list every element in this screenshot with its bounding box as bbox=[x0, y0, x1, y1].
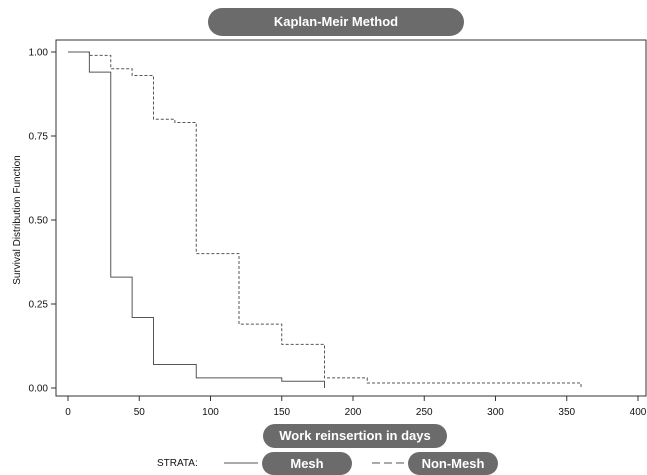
series-layer bbox=[68, 51, 582, 388]
y-axis: 0.00 0.25 0.50 0.75 1.00 bbox=[29, 48, 56, 395]
y-tick-label: 0.00 bbox=[29, 384, 49, 395]
series-line-mesh bbox=[68, 51, 325, 388]
chart-title: Kaplan-Meir Method bbox=[208, 8, 464, 36]
legend-entry-non-mesh: Non-Mesh bbox=[408, 452, 498, 475]
legend-title: STRATA: bbox=[157, 458, 198, 469]
y-tick-label: 0.50 bbox=[29, 216, 49, 227]
y-tick-label: 1.00 bbox=[29, 48, 49, 59]
y-tick-label: 0.75 bbox=[29, 132, 49, 143]
legend-swatch-non-mesh bbox=[372, 462, 406, 464]
x-tick-label: 250 bbox=[416, 407, 433, 418]
x-tick-label: 0 bbox=[65, 407, 71, 418]
y-tick-label: 0.25 bbox=[29, 300, 49, 311]
x-tick-label: 400 bbox=[630, 407, 647, 418]
x-tick-label: 100 bbox=[202, 407, 219, 418]
series-line-non-mesh bbox=[68, 51, 582, 388]
x-tick-label: 50 bbox=[134, 407, 146, 418]
x-axis-label: Work reinsertion in days bbox=[263, 424, 447, 448]
x-tick-label: 150 bbox=[273, 407, 290, 418]
x-axis: 0 50 100 150 200 250 300 350 400 bbox=[65, 396, 647, 418]
x-tick-label: 350 bbox=[558, 407, 575, 418]
x-tick-label: 200 bbox=[345, 407, 362, 418]
y-axis-label: Survival Distribution Function bbox=[12, 155, 23, 285]
legend-swatch-mesh bbox=[224, 462, 258, 464]
x-tick-label: 300 bbox=[487, 407, 504, 418]
km-chart: 0.00 0.25 0.50 0.75 1.00 0 50 100 150 200 250 300 3… bbox=[12, 39, 647, 418]
plot-frame bbox=[55, 39, 647, 397]
legend-entry-mesh: Mesh bbox=[262, 452, 352, 475]
